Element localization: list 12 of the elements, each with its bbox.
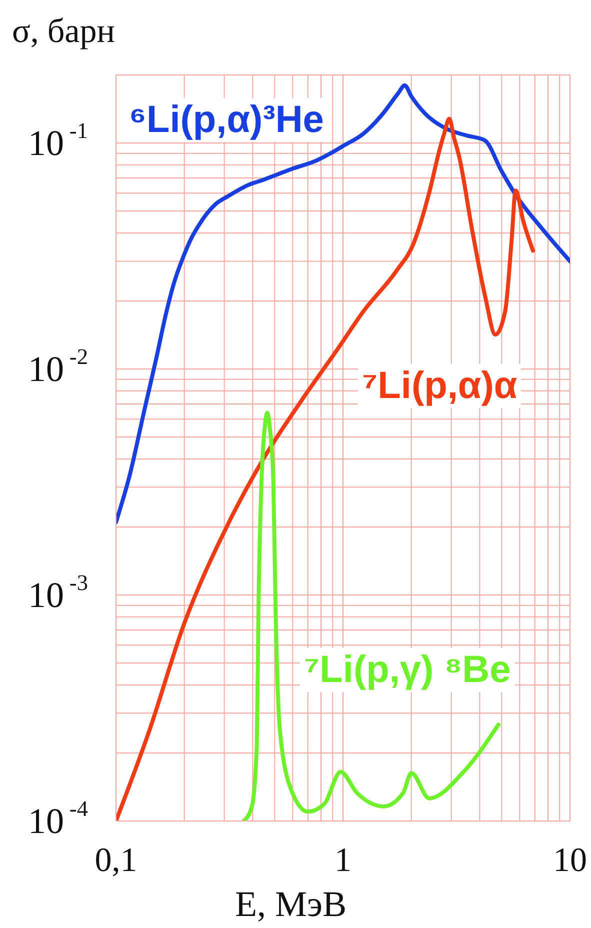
- y-tick-label: 10$^{-3}$: [28, 570, 88, 616]
- y-axis-title: σ, барн: [12, 13, 115, 50]
- y-tick-label: 10$^{-4}$: [28, 796, 88, 841]
- x-axis-title: E, МэВ: [235, 884, 346, 924]
- series-label: ⁷Li(p,α)α: [358, 364, 522, 408]
- x-tick-label: 0,1: [94, 842, 138, 879]
- x-tick-label: 10: [553, 842, 587, 879]
- x-tick-label: 1: [334, 842, 352, 879]
- series-label: ⁶Li(p,α)³He: [125, 98, 328, 142]
- series-label: ⁷Li(p,γ) ⁸Be: [300, 648, 515, 692]
- y-tick-label: 10$^{-1}$: [28, 118, 88, 164]
- y-tick-label: 10$^{-2}$: [28, 344, 88, 390]
